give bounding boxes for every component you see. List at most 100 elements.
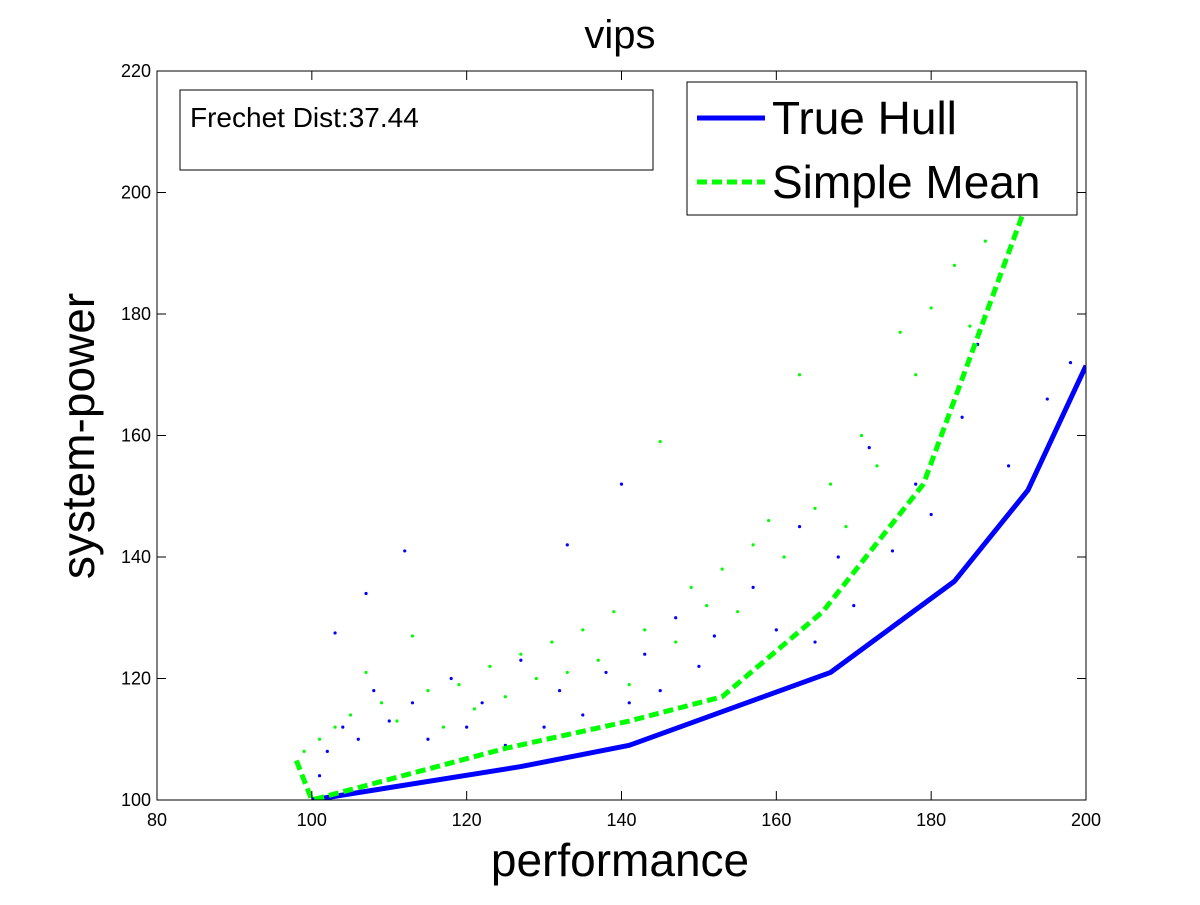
scatter-point: [457, 682, 461, 687]
scatter-point: [364, 591, 368, 596]
scatter-point: [372, 689, 376, 693]
scatter-point: [952, 263, 956, 267]
scatter-point: [581, 713, 585, 717]
scatter-point: [960, 415, 964, 419]
scatter-point: [480, 701, 484, 705]
x-tick-label: 120: [452, 810, 482, 830]
scatter-point: [914, 482, 918, 486]
scatter-point: [604, 670, 608, 675]
line: [294, 185, 1042, 800]
scatter-point: [813, 640, 817, 644]
scatter-point: [1045, 397, 1049, 401]
scatter-point: [797, 525, 802, 529]
scatter-point: [643, 652, 647, 656]
scatter-point: [465, 725, 469, 729]
scatter-point: [426, 689, 430, 693]
chart-title: vips: [584, 13, 655, 57]
legend-box: [686, 81, 1078, 216]
scatter-point: [410, 634, 415, 638]
x-tick-label: 100: [297, 810, 327, 830]
scatter-point: [364, 670, 368, 675]
scatter-point: [674, 616, 678, 620]
scatter-point: [712, 634, 717, 638]
scatter-point: [859, 433, 864, 438]
scatter-point: [898, 330, 902, 334]
y-tick-label: 180: [121, 304, 151, 324]
scatter-point: [596, 658, 600, 662]
scatter-point: [395, 719, 399, 723]
scatter-point: [387, 719, 391, 723]
scatter-point: [317, 774, 322, 778]
scatter-point: [317, 737, 322, 741]
scatter-point: [534, 676, 538, 681]
scatter-point: [379, 701, 384, 705]
line: [311, 364, 1086, 800]
y-axis-label: system-power: [52, 293, 104, 579]
y-tick-label: 200: [121, 183, 151, 203]
scatter-point: [813, 506, 817, 510]
annotation: Frechet Dist:37.44: [190, 102, 419, 133]
scatter-point: [449, 676, 453, 681]
scatter-point: [356, 737, 360, 741]
scatter-point: [472, 707, 477, 711]
y-tick-label: 140: [121, 547, 151, 567]
scatter-point: [689, 585, 693, 589]
scatter-point: [557, 689, 562, 693]
scatter-point: [844, 525, 848, 529]
x-axis-label: performance: [491, 834, 749, 886]
y-tick-label: 220: [121, 61, 151, 81]
scatter-point: [333, 631, 337, 635]
scatter-point: [325, 749, 329, 754]
scatter-point: [542, 725, 546, 729]
scatter-point: [774, 628, 778, 632]
scatter-point: [441, 725, 446, 729]
scatter-point: [766, 518, 771, 523]
plot-area: [294, 185, 1086, 800]
scatter-point: [875, 464, 879, 468]
scatter-point: [983, 239, 987, 243]
scatter-point: [914, 373, 918, 377]
scatter-point: [1068, 361, 1073, 365]
scatter-point: [612, 610, 616, 614]
scatter-point: [797, 373, 802, 377]
scatter-point: [867, 446, 871, 450]
annotation-box: [179, 89, 654, 171]
scatter-point: [751, 543, 755, 547]
y-tick-label: 160: [121, 426, 151, 446]
scatter-point: [410, 701, 415, 705]
x-tick-label: 80: [147, 810, 167, 830]
scatter-point: [782, 555, 786, 559]
scatter-point: [565, 670, 569, 675]
legend: True Hull Simple Mean: [686, 81, 1078, 216]
scatter-point: [341, 725, 345, 729]
y-tick-label: 100: [121, 790, 151, 810]
x-tick-label: 180: [916, 810, 946, 830]
legend-label: True Hull: [772, 92, 957, 144]
x-tick-label: 160: [761, 810, 791, 830]
scatter-point: [519, 652, 523, 656]
scatter-point: [619, 482, 624, 486]
scatter-point: [565, 543, 569, 547]
scatter-point: [1006, 464, 1011, 468]
scatter-point: [302, 749, 306, 754]
scatter-point: [627, 682, 631, 687]
scatter-point: [697, 664, 701, 668]
scatter-point: [674, 640, 678, 644]
scatter-point: [736, 610, 740, 614]
scatter-point: [627, 701, 631, 705]
scatter-point: [488, 664, 492, 668]
scatter-point: [503, 695, 507, 699]
scatter-point: [836, 555, 840, 559]
scatter-point: [403, 549, 407, 553]
scatter-point: [658, 439, 662, 444]
scatter-point: [890, 549, 895, 553]
scatter-point: [333, 725, 337, 729]
scatter-point: [581, 628, 585, 632]
scatter-point: [929, 306, 933, 310]
scatter-point: [720, 567, 724, 571]
scatter-point: [550, 640, 554, 644]
scatter-point: [519, 658, 523, 662]
scatter-point: [348, 713, 353, 717]
